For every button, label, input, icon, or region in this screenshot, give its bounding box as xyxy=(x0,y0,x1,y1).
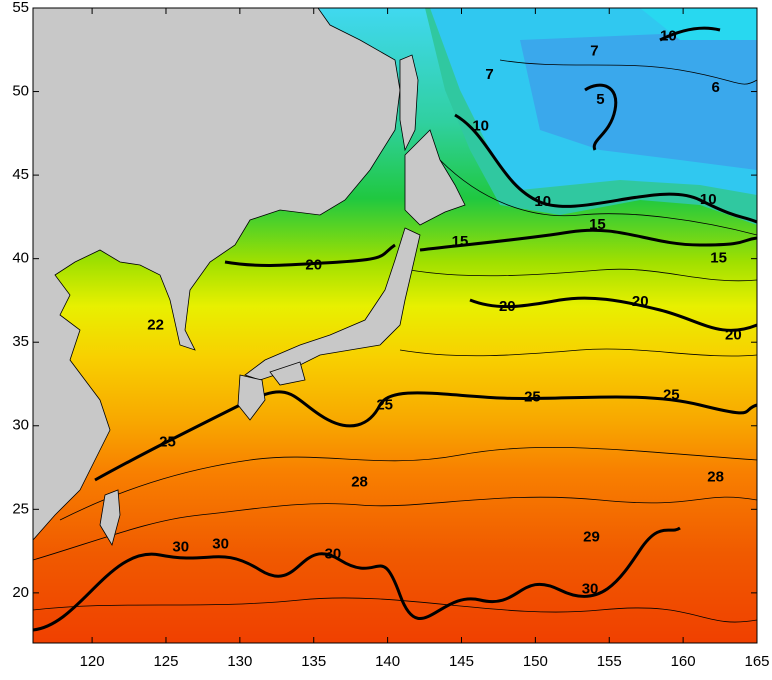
contour-label: 29 xyxy=(583,529,600,546)
contour-label: 15 xyxy=(452,233,469,250)
x-tick-label: 150 xyxy=(523,653,548,670)
land-sakhalin xyxy=(399,54,419,152)
contour-label: 15 xyxy=(710,250,727,267)
contour-label: 20 xyxy=(632,293,649,310)
land-kyushu xyxy=(237,374,266,421)
cold-zone xyxy=(640,8,757,40)
y-tick-label: 30 xyxy=(12,417,29,434)
land-hokkaido xyxy=(404,129,466,226)
contour-label: 10 xyxy=(534,193,551,210)
y-tick-label: 40 xyxy=(12,250,29,267)
contour-label: 15 xyxy=(589,216,606,233)
contour-label: 20 xyxy=(305,256,322,273)
map-area xyxy=(33,8,757,643)
land-continent xyxy=(33,8,401,541)
contour-label: 10 xyxy=(700,191,717,208)
contour-label: 25 xyxy=(524,388,541,405)
contour-label: 7 xyxy=(485,66,493,83)
contour-label: 25 xyxy=(376,397,393,414)
contour-label: 5 xyxy=(596,91,604,108)
contour-label: 7 xyxy=(590,42,598,59)
x-tick-label: 165 xyxy=(744,653,769,670)
isotherm xyxy=(33,526,681,632)
isotherm xyxy=(94,390,757,482)
isotherm xyxy=(584,83,618,151)
x-tick-label: 140 xyxy=(375,653,400,670)
y-tick-label: 35 xyxy=(12,333,29,350)
x-tick-label: 135 xyxy=(301,653,326,670)
land-taiwan xyxy=(99,489,121,547)
contour xyxy=(399,348,757,357)
x-tick-label: 125 xyxy=(153,653,178,670)
contour xyxy=(33,496,757,561)
isotherm xyxy=(419,228,757,252)
contour xyxy=(33,597,757,623)
contour xyxy=(439,159,757,236)
y-tick-label: 55 xyxy=(12,0,29,16)
contour-label: 28 xyxy=(707,469,724,486)
x-tick-label: 120 xyxy=(80,653,105,670)
contour-label: 30 xyxy=(325,545,342,562)
overlay: 120 125 130 135 140 145 150 155 160 1652025303540… xyxy=(12,0,769,670)
land-shikoku xyxy=(269,361,306,386)
contour xyxy=(499,59,757,85)
plot-frame xyxy=(32,7,758,644)
x-tick-label: 145 xyxy=(449,653,474,670)
contour-label: 30 xyxy=(212,535,229,552)
contour-label: 28 xyxy=(351,474,368,491)
contour-label: 30 xyxy=(172,539,189,556)
x-tick-label: 160 xyxy=(671,653,696,670)
contour-label: 10 xyxy=(660,27,677,44)
isotherm xyxy=(224,243,396,267)
x-tick-label: 130 xyxy=(227,653,252,670)
contour xyxy=(409,268,757,282)
contour-label: 20 xyxy=(725,326,742,343)
y-tick-label: 20 xyxy=(12,584,29,601)
isotherm xyxy=(659,26,721,42)
isotherm xyxy=(469,296,757,332)
x-tick-label: 155 xyxy=(597,653,622,670)
contour-label: 22 xyxy=(147,316,164,333)
isotherm xyxy=(454,113,757,224)
contour-label: 30 xyxy=(582,580,599,597)
contour-label: 10 xyxy=(472,118,489,135)
y-tick-label: 45 xyxy=(12,166,29,183)
contour-label: 6 xyxy=(711,79,719,96)
contour-label: 25 xyxy=(663,387,680,404)
contour-label: 20 xyxy=(499,298,516,315)
y-tick-label: 25 xyxy=(12,500,29,517)
contour-label: 25 xyxy=(159,433,176,450)
y-tick-label: 50 xyxy=(12,83,29,100)
contour xyxy=(59,446,757,521)
